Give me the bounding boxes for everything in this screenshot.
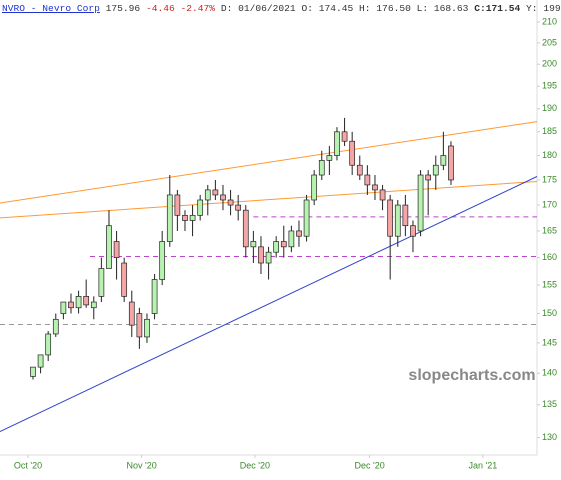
y-tick-label: 160	[542, 252, 557, 262]
candle-body	[417, 174, 424, 232]
candle-body	[30, 366, 36, 377]
last-price: 175.96	[105, 3, 141, 14]
candle-body	[296, 230, 302, 237]
candle-body	[52, 318, 59, 335]
trend-line	[0, 180, 538, 219]
candle-body	[189, 214, 196, 221]
close: 171.54	[485, 3, 521, 14]
candle-body	[326, 155, 333, 161]
candle-body	[128, 301, 135, 326]
candle-body	[349, 140, 356, 166]
x-tick-label: Nov '20	[127, 460, 157, 470]
candle-body	[75, 296, 82, 309]
candle-body	[410, 225, 416, 237]
candle-body	[113, 241, 120, 258]
x-tick-label: Dec '20	[355, 460, 385, 470]
change-pct: -2.47%	[180, 3, 216, 14]
candle-body	[174, 194, 181, 216]
candle-body	[144, 318, 150, 338]
y-tick-label: 190	[542, 103, 557, 113]
candle-body	[265, 251, 272, 264]
candle-body	[121, 262, 128, 297]
candle-body	[227, 199, 234, 206]
watermark: slopecharts.com	[408, 367, 535, 384]
candle-body	[394, 204, 401, 237]
candle-body	[60, 301, 67, 314]
header: NVRO - Nevro Corp 175.96 -4.46 -2.47% D:…	[2, 1, 561, 17]
y-tick-label: 170	[542, 199, 557, 209]
candle-body	[197, 199, 204, 216]
trend-line	[0, 176, 538, 432]
low: L: 168.63	[416, 3, 469, 14]
candle-body	[356, 164, 363, 176]
y-tick-label: 175	[542, 174, 557, 184]
candle-body	[258, 246, 264, 264]
candle-body	[448, 145, 454, 181]
candle-body	[303, 199, 310, 237]
y-tick-label: 185	[542, 126, 557, 136]
candle-body	[334, 131, 340, 156]
x-tick-label: Jan '21	[469, 460, 498, 470]
candle-body	[151, 279, 158, 314]
candle-body	[220, 194, 226, 201]
candle-body	[98, 268, 105, 297]
candle-body	[37, 354, 44, 368]
high: H: 176.50	[359, 3, 411, 14]
candle-body	[212, 189, 219, 196]
candle-body	[425, 174, 432, 181]
x-tick-label: Dec '20	[240, 460, 270, 470]
candle-body	[235, 204, 242, 211]
candle-body	[402, 204, 409, 227]
y-tick-label: 180	[542, 150, 557, 160]
close-label: C:	[474, 3, 486, 14]
candle-body	[273, 241, 280, 253]
candle-body	[387, 199, 394, 237]
year-high: Y: 199.99	[526, 3, 561, 14]
candle-body	[136, 313, 143, 338]
y-tick-label: 205	[542, 37, 557, 47]
candle-body	[311, 174, 318, 201]
candle-body	[288, 230, 295, 248]
candle-body	[68, 301, 74, 309]
y-tick-label: 140	[542, 368, 557, 378]
y-tick-label: 155	[542, 279, 557, 289]
y-tick-label: 195	[542, 81, 557, 91]
y-tick-label: 135	[542, 399, 557, 409]
candle-body	[364, 174, 371, 186]
y-tick-label: 165	[542, 225, 557, 235]
date: D: 01/06/2021	[220, 3, 296, 14]
open: O: 174.45	[301, 3, 354, 14]
candle-body	[250, 241, 257, 248]
candle-body	[440, 155, 447, 166]
candle-body	[159, 241, 166, 280]
candle-body	[242, 209, 249, 248]
trend-line	[0, 121, 538, 204]
candle-body	[166, 194, 173, 242]
y-tick-label: 200	[542, 59, 557, 69]
candle-body	[83, 296, 90, 306]
y-tick-label: 130	[542, 432, 557, 442]
candle-body	[432, 164, 439, 176]
candle-body	[280, 241, 287, 248]
y-tick-label: 210	[542, 16, 557, 26]
y-tick-label: 145	[542, 337, 557, 347]
candle-body	[106, 225, 112, 269]
candle-body	[372, 184, 378, 191]
ticker[interactable]: NVRO - Nevro Corp	[2, 3, 100, 14]
candle-body	[182, 214, 188, 221]
y-tick-label: 150	[542, 308, 557, 318]
change: -4.46	[145, 3, 175, 14]
candle-body	[341, 131, 348, 142]
candle-body	[45, 333, 52, 356]
candle-body	[379, 189, 386, 201]
x-tick-label: Oct '20	[14, 460, 42, 470]
candle-body	[90, 301, 97, 309]
candle-body	[204, 189, 211, 201]
candle-body	[318, 160, 325, 176]
